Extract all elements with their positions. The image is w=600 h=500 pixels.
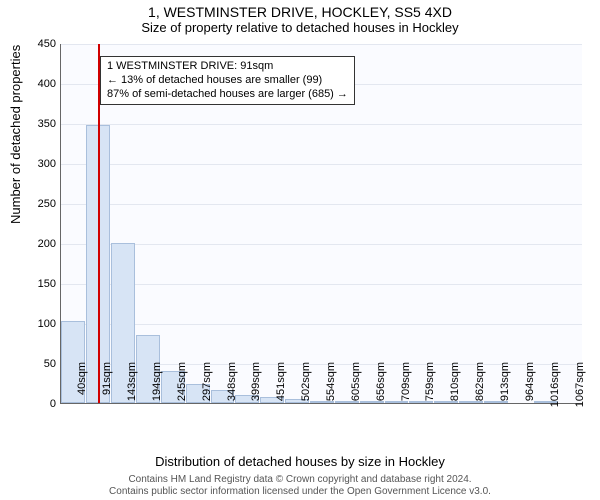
y-tick-label: 300 [26,158,56,170]
x-tick-label: 1016sqm [549,362,561,408]
x-tick-label: 1067sqm [574,362,586,408]
x-tick-label: 91sqm [101,362,113,408]
annotation-line: ← 13% of detached houses are smaller (99… [107,74,348,88]
y-tick-label: 350 [26,118,56,130]
x-tick-label: 502sqm [300,362,312,408]
x-tick-label: 194sqm [151,362,163,408]
x-tick-label: 964sqm [524,362,536,408]
y-tick-label: 400 [26,78,56,90]
gridline [61,124,582,125]
x-tick-label: 862sqm [474,362,486,408]
y-tick-label: 200 [26,238,56,250]
x-tick-label: 709sqm [400,362,412,408]
y-tick-label: 150 [26,278,56,290]
x-tick-label: 554sqm [325,362,337,408]
y-tick-label: 250 [26,198,56,210]
gridline [61,284,582,285]
footer-attribution: Contains HM Land Registry data © Crown c… [0,474,600,497]
annotation-line: 1 WESTMINSTER DRIVE: 91sqm [107,60,348,74]
x-tick-label: 245sqm [176,362,188,408]
x-tick-label: 297sqm [201,362,213,408]
x-tick-label: 40sqm [76,362,88,408]
x-tick-label: 143sqm [126,362,138,408]
x-tick-label: 451sqm [275,362,287,408]
page-subtitle: Size of property relative to detached ho… [0,20,600,35]
x-tick-label: 913sqm [499,362,511,408]
gridline [61,244,582,245]
gridline [61,324,582,325]
y-tick-label: 50 [26,358,56,370]
y-tick-label: 0 [26,398,56,410]
annotation-line: 87% of semi-detached houses are larger (… [107,88,348,102]
annotation-box: 1 WESTMINSTER DRIVE: 91sqm ← 13% of deta… [100,56,355,105]
y-axis-label: Number of detached properties [8,45,23,224]
x-tick-label: 605sqm [350,362,362,408]
footer-line: Contains HM Land Registry data © Crown c… [0,474,600,486]
x-tick-label: 399sqm [250,362,262,408]
gridline [61,204,582,205]
x-axis-label: Distribution of detached houses by size … [0,454,600,469]
gridline [61,44,582,45]
x-tick-label: 348sqm [226,362,238,408]
x-tick-label: 759sqm [424,362,436,408]
x-tick-label: 656sqm [375,362,387,408]
gridline [61,164,582,165]
y-tick-label: 450 [26,38,56,50]
page-title: 1, WESTMINSTER DRIVE, HOCKLEY, SS5 4XD [0,0,600,20]
x-tick-label: 810sqm [449,362,461,408]
y-tick-label: 100 [26,318,56,330]
footer-line: Contains public sector information licen… [0,486,600,498]
